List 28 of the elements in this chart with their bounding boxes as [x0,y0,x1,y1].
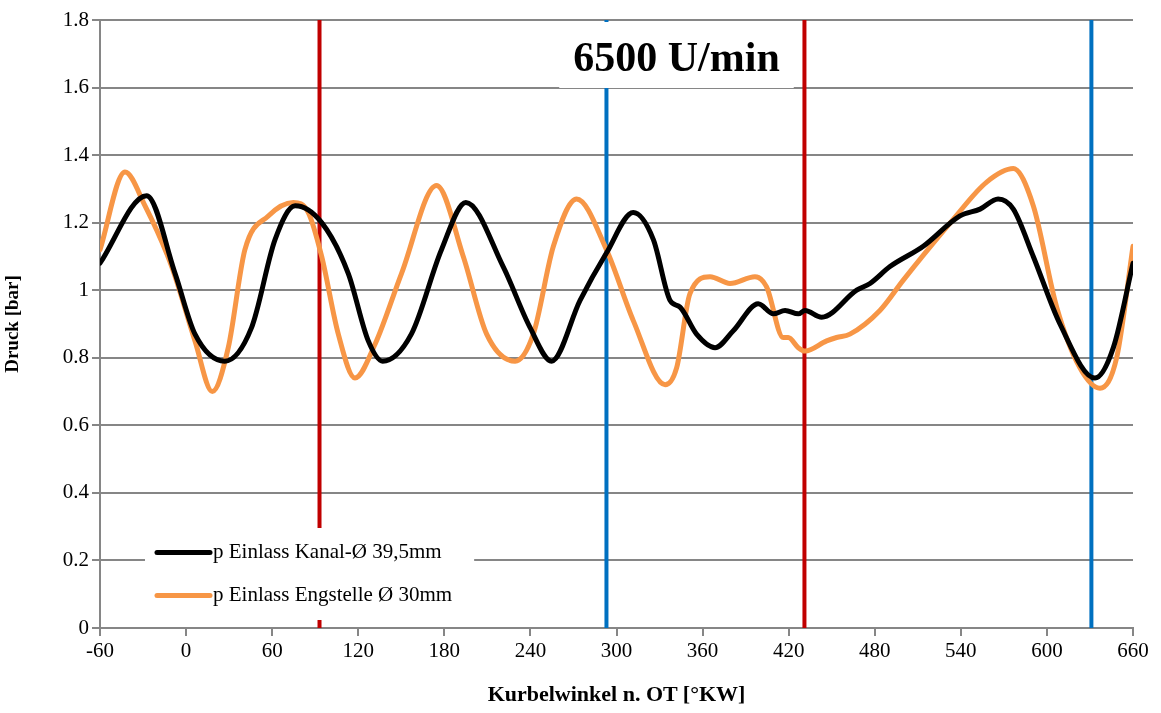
y-tick-label: 1.4 [62,141,90,166]
y-tick-label: 1.8 [62,6,89,31]
x-tick-label: 420 [772,638,805,663]
x-tick-label: 660 [1117,638,1149,663]
x-tick-label: 300 [600,638,633,663]
y-tick-label: 0.4 [62,479,90,504]
y-axis-title: Druck [bar] [1,275,23,373]
x-tick-label: 360 [686,638,719,663]
y-tick-label: 0 [78,614,89,639]
x-tick-label: 60 [261,638,283,663]
x-tick-label: 240 [514,638,547,663]
y-tick-label: 0.6 [62,411,89,436]
x-tick-label: 120 [342,638,374,663]
y-tick-label: 1.6 [62,74,89,99]
chart-title: 6500 U/min [573,33,780,80]
legend-label: p Einlass Kanal-Ø 39,5mm [213,539,442,564]
y-tick-label: 1 [78,276,89,301]
x-tick-label: 540 [945,638,977,663]
legend-label: p Einlass Engstelle Ø 30mm [213,582,453,607]
x-tick-label: 480 [859,638,891,663]
x-tick-label: 600 [1031,638,1063,663]
x-tick-label: -60 [86,638,114,663]
y-tick-label: 0.8 [62,344,89,369]
x-axis-title: Kurbelwinkel n. OT [°KW] [487,681,746,707]
y-tick-label: 0.2 [62,546,89,571]
y-tick-label: 1.2 [62,209,89,234]
x-tick-label: 180 [428,638,461,663]
x-tick-label: 0 [180,638,192,663]
